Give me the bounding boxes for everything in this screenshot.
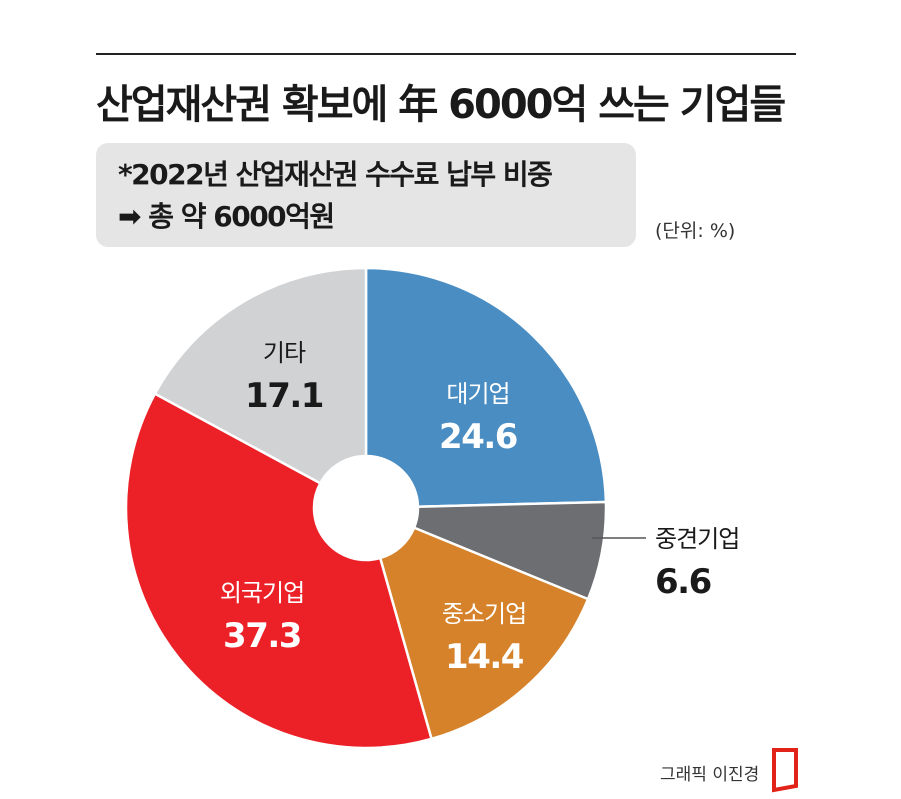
slice-other bbox=[153, 266, 368, 485]
chart-title: 산업재산권 확보에 年 6000억 쓰는 기업들 bbox=[96, 82, 786, 128]
note-total: 총 약 6000억원 bbox=[148, 200, 335, 233]
slice-value-other: 17.1 bbox=[245, 376, 323, 416]
slice-foreign bbox=[124, 392, 434, 750]
slice-label-other: 기타 bbox=[263, 339, 306, 367]
slice-label-sme: 중소기업 bbox=[442, 600, 526, 628]
slice-value-large: 24.6 bbox=[439, 417, 517, 457]
slice-label-foreign: 외국기업 bbox=[220, 579, 304, 607]
note-line-2: ➡ 총 약 6000억원 bbox=[118, 195, 335, 235]
title-rule bbox=[96, 53, 796, 55]
publisher-logo-icon bbox=[772, 748, 798, 793]
slice-value-foreign: 37.3 bbox=[223, 616, 301, 656]
graphic-credit: 그래픽 이진경 bbox=[660, 765, 760, 785]
slice-value-midsize: 6.6 bbox=[655, 562, 711, 602]
unit-label: (단위: %) bbox=[655, 220, 736, 242]
slice-label-large: 대기업 bbox=[446, 380, 509, 408]
slice-sme bbox=[378, 526, 590, 741]
slice-label-midsize: 중견기업 bbox=[655, 525, 739, 553]
note-line-1: *2022년 산업재산권 수수료 납부 비중 bbox=[118, 158, 553, 191]
slice-large bbox=[364, 266, 608, 508]
note-box: *2022년 산업재산권 수수료 납부 비중 ➡ 총 약 6000억원 bbox=[96, 143, 636, 247]
arrow-icon: ➡ bbox=[118, 200, 141, 233]
slice-value-sme: 14.4 bbox=[445, 637, 524, 677]
